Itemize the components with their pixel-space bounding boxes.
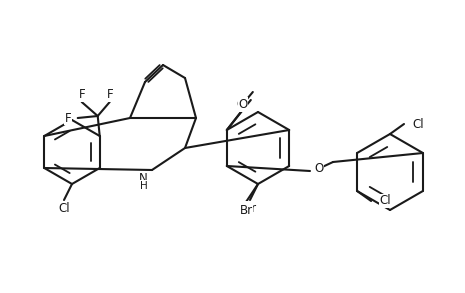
Text: Br: Br bbox=[244, 202, 257, 214]
Text: F: F bbox=[106, 88, 113, 101]
Text: Cl: Cl bbox=[379, 195, 391, 207]
Text: O: O bbox=[238, 98, 247, 110]
Text: Cl: Cl bbox=[58, 202, 70, 214]
Text: O: O bbox=[314, 163, 323, 176]
Text: F: F bbox=[65, 112, 72, 125]
Text: O: O bbox=[236, 98, 246, 112]
Text: Br: Br bbox=[239, 204, 252, 217]
Text: H: H bbox=[140, 181, 148, 191]
Text: F: F bbox=[79, 88, 85, 101]
Text: Cl: Cl bbox=[412, 117, 424, 130]
Text: N: N bbox=[139, 172, 148, 185]
